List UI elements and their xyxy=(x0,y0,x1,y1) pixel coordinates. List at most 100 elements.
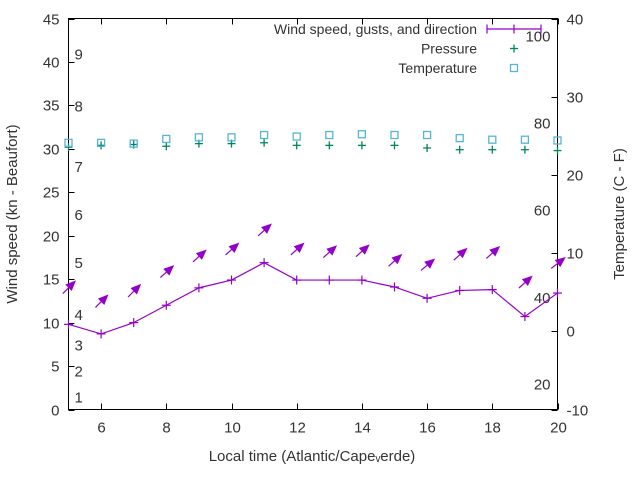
pressure-point xyxy=(97,141,106,150)
x-axis-ticks: 6 8 10 12 14 16 18 20 xyxy=(97,403,567,437)
wind-direction-arrow xyxy=(225,242,240,256)
left-tick-label: 0 xyxy=(51,403,59,420)
x-tick-label: 20 xyxy=(550,420,567,437)
legend-item: Wind speed, gusts, and direction xyxy=(274,21,542,37)
left-tick-label: 30 xyxy=(43,142,60,159)
temperature-point xyxy=(96,138,106,147)
temperature-point xyxy=(227,133,236,142)
wind-speed-point xyxy=(357,275,367,285)
fahrenheit-label: 100 xyxy=(525,29,550,46)
x-tick-label: 8 xyxy=(162,420,170,437)
x-tick-label: 14 xyxy=(354,420,371,437)
beaufort-label: 7 xyxy=(75,159,83,176)
wind-direction-arrow xyxy=(290,242,305,256)
wind-speed-point xyxy=(227,275,236,285)
right-tick-label: 20 xyxy=(567,168,584,185)
wind-direction-arrows xyxy=(62,223,566,308)
wind-speed-point xyxy=(292,275,302,285)
fahrenheit-label: 80 xyxy=(534,116,551,133)
beaufort-label: 4 xyxy=(75,307,83,324)
temperature-point xyxy=(390,130,399,140)
beaufort-label: 9 xyxy=(75,46,83,63)
left-tick-label: 20 xyxy=(43,229,60,246)
x-tick-label: 16 xyxy=(419,420,436,437)
temperature-point xyxy=(194,133,204,142)
fahrenheit-label: 40 xyxy=(534,290,551,307)
wind-direction-arrow xyxy=(127,283,142,298)
wind-direction-arrow xyxy=(355,244,370,258)
pressure-point xyxy=(162,142,171,151)
right-tick-label: 0 xyxy=(567,324,575,341)
temperature-point xyxy=(455,133,464,143)
pressure-point xyxy=(260,138,269,147)
wind-speed-series xyxy=(64,258,562,339)
legend-label: Pressure xyxy=(421,41,477,57)
temperature-point xyxy=(325,130,334,140)
wind-speed-point xyxy=(390,282,399,292)
fahrenheit-scale-labels: 20 40 60 80 100 xyxy=(525,29,550,394)
temperature-series xyxy=(64,130,562,148)
legend-square-swatch xyxy=(509,63,519,73)
temperature-point xyxy=(259,130,269,140)
legend-item: Pressure xyxy=(421,41,518,57)
wind-speed-point xyxy=(487,285,497,295)
x-tick-label: 10 xyxy=(224,420,241,437)
legend-item: Temperature xyxy=(398,60,519,76)
wind-speed-point xyxy=(259,258,269,268)
left-tick-label: 25 xyxy=(43,185,60,202)
pressure-point xyxy=(423,143,432,152)
wind-direction-arrow xyxy=(62,280,76,294)
pressure-point xyxy=(553,146,562,155)
wind-speed-point xyxy=(455,285,465,295)
left-tick-label: 45 xyxy=(43,12,60,29)
y-axis-left-title: Wind speed (kn - Beaufort) xyxy=(4,124,21,303)
left-tick-label: 35 xyxy=(43,98,60,115)
wind-direction-arrow xyxy=(388,253,403,267)
y-axis-right-title: Temperature (C - F) xyxy=(611,148,628,280)
x-axis-title: Local time (Atlantic/Capeᵥerde) xyxy=(209,448,416,465)
wind-speed-line xyxy=(68,261,558,335)
right-tick-label: 30 xyxy=(567,90,584,107)
plot-area-border xyxy=(68,18,558,410)
wind-speed-point xyxy=(422,293,432,303)
left-tick-label: 15 xyxy=(43,272,60,289)
pressure-point xyxy=(357,141,366,150)
beaufort-label: 1 xyxy=(75,389,83,406)
right-tick-label: -10 xyxy=(567,403,589,420)
wind-speed-point xyxy=(129,318,139,328)
wind-direction-arrow xyxy=(159,265,175,279)
wind-direction-arrow xyxy=(322,245,338,259)
right-axis-ticks: -10 0 10 20 30 40 xyxy=(551,12,589,420)
legend-label: Wind speed, gusts, and direction xyxy=(274,21,477,37)
beaufort-label: 6 xyxy=(75,207,83,224)
legend-label: Temperature xyxy=(398,60,477,76)
pressure-point xyxy=(488,145,497,154)
temperature-point xyxy=(162,134,171,144)
temperature-point xyxy=(422,130,432,140)
temperature-point xyxy=(520,135,530,144)
left-axis-ticks: 0 5 10 15 20 25 30 35 40 45 xyxy=(43,12,75,420)
temperature-point xyxy=(64,138,73,147)
left-tick-label: 40 xyxy=(43,55,60,72)
beaufort-label: 8 xyxy=(75,98,83,115)
top-axis-ticks xyxy=(101,18,559,25)
left-tick-label: 10 xyxy=(43,316,60,333)
temperature-point xyxy=(129,139,138,148)
pressure-series xyxy=(64,138,562,155)
fahrenheit-label: 20 xyxy=(534,377,551,394)
chart-legend: Wind speed, gusts, and direction Pressure… xyxy=(274,21,542,76)
x-tick-label: 6 xyxy=(97,420,105,437)
pressure-point xyxy=(292,141,301,150)
wind-direction-arrow xyxy=(485,246,501,259)
wind-speed-point xyxy=(96,329,106,339)
beaufort-label: 3 xyxy=(75,337,83,354)
wind-direction-arrow xyxy=(420,258,436,271)
temperature-point xyxy=(488,135,497,144)
wind-speed-point xyxy=(553,288,562,298)
wind-speed-point xyxy=(194,283,204,293)
left-tick-label: 5 xyxy=(51,359,59,376)
pressure-point xyxy=(455,145,464,154)
pressure-point xyxy=(390,141,399,150)
